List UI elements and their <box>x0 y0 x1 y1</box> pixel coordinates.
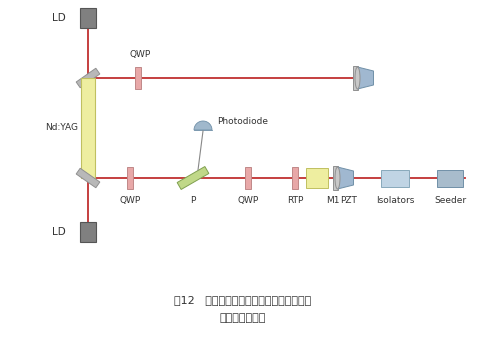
Bar <box>80 222 96 242</box>
Text: Nd:YAG: Nd:YAG <box>45 124 78 132</box>
Text: M1: M1 <box>326 196 340 205</box>
Bar <box>306 168 328 188</box>
Bar <box>437 169 463 187</box>
Bar <box>127 167 133 189</box>
Text: RTP: RTP <box>287 196 303 205</box>
Text: LD: LD <box>52 13 66 23</box>
Bar <box>381 169 409 187</box>
Text: QWP: QWP <box>129 50 151 59</box>
Text: QWP: QWP <box>237 196 259 205</box>
Text: QWP: QWP <box>120 196 140 205</box>
Ellipse shape <box>335 167 340 189</box>
Bar <box>245 167 251 189</box>
Polygon shape <box>337 167 353 189</box>
Text: Photodiode: Photodiode <box>217 118 268 127</box>
Bar <box>292 167 298 189</box>
Bar <box>332 166 337 190</box>
Text: Isolators: Isolators <box>376 196 414 205</box>
Bar <box>80 8 96 28</box>
Polygon shape <box>358 67 374 89</box>
Text: PZT: PZT <box>341 196 357 205</box>
Polygon shape <box>194 121 212 130</box>
Polygon shape <box>76 168 100 188</box>
Text: 图12   基于扭摆模腔和谐振探测技术的单纵: 图12 基于扭摆模腔和谐振探测技术的单纵 <box>174 295 312 305</box>
Bar <box>352 66 358 90</box>
Text: 模激光器结构图: 模激光器结构图 <box>220 313 266 323</box>
Polygon shape <box>76 68 100 88</box>
Text: LD: LD <box>52 227 66 237</box>
Text: P: P <box>191 196 196 205</box>
Polygon shape <box>177 167 209 189</box>
Ellipse shape <box>355 67 360 89</box>
Text: Seeder: Seeder <box>434 196 466 205</box>
Bar <box>135 67 141 89</box>
Bar <box>81 78 95 178</box>
